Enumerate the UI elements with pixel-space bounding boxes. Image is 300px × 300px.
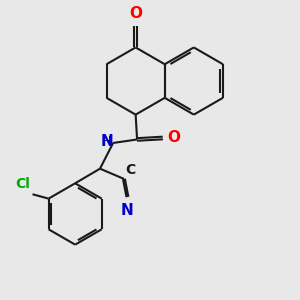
Text: C: C — [125, 163, 136, 177]
Text: N: N — [121, 203, 134, 218]
Text: O: O — [167, 130, 180, 145]
Text: N: N — [101, 134, 113, 149]
Text: Cl: Cl — [15, 177, 30, 191]
Text: O: O — [129, 6, 142, 21]
Text: H: H — [101, 135, 111, 148]
